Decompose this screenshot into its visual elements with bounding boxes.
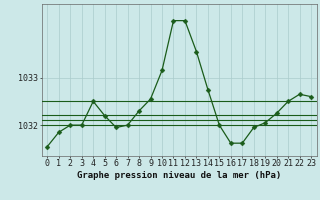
X-axis label: Graphe pression niveau de la mer (hPa): Graphe pression niveau de la mer (hPa) [77,171,281,180]
